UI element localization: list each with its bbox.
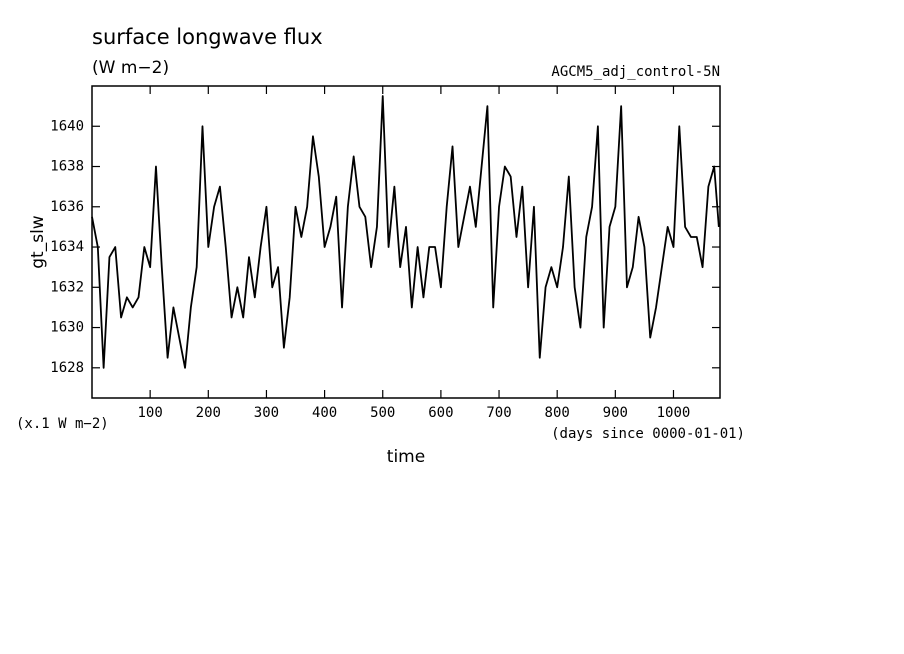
x-tick-label: 300 xyxy=(254,405,279,421)
y-axis-label: gt_slw xyxy=(28,215,48,269)
chart-title: surface longwave flux xyxy=(92,25,323,49)
y-tick-label: 1630 xyxy=(50,320,84,336)
x-tick-label: 800 xyxy=(545,405,570,421)
plot-frame xyxy=(91,85,721,399)
subtitle: (W m−2) xyxy=(92,58,169,78)
x-unit-note: (days since 0000-01-01) xyxy=(551,426,745,442)
data-line xyxy=(91,95,720,369)
x-tick-label: 500 xyxy=(370,405,395,421)
x-tick-label: 700 xyxy=(486,405,511,421)
x-tick-label: 400 xyxy=(312,405,337,421)
y-unit-note: (x.1 W m−2) xyxy=(16,416,109,432)
annotation: AGCM5_adj_control-5N xyxy=(551,64,720,80)
x-tick-label: 100 xyxy=(137,405,162,421)
x-tick-label: 1000 xyxy=(657,405,691,421)
x-tick-label: 900 xyxy=(603,405,628,421)
x-axis-label: time xyxy=(387,447,425,467)
y-tick-label: 1636 xyxy=(50,199,84,215)
x-tick-label: 200 xyxy=(196,405,221,421)
x-tick-label: 600 xyxy=(428,405,453,421)
y-tick-label: 1634 xyxy=(50,239,84,255)
y-tick-label: 1638 xyxy=(50,159,84,175)
y-tick-label: 1632 xyxy=(50,279,84,295)
y-tick-label: 1640 xyxy=(50,118,84,134)
y-tick-label: 1628 xyxy=(50,360,84,376)
